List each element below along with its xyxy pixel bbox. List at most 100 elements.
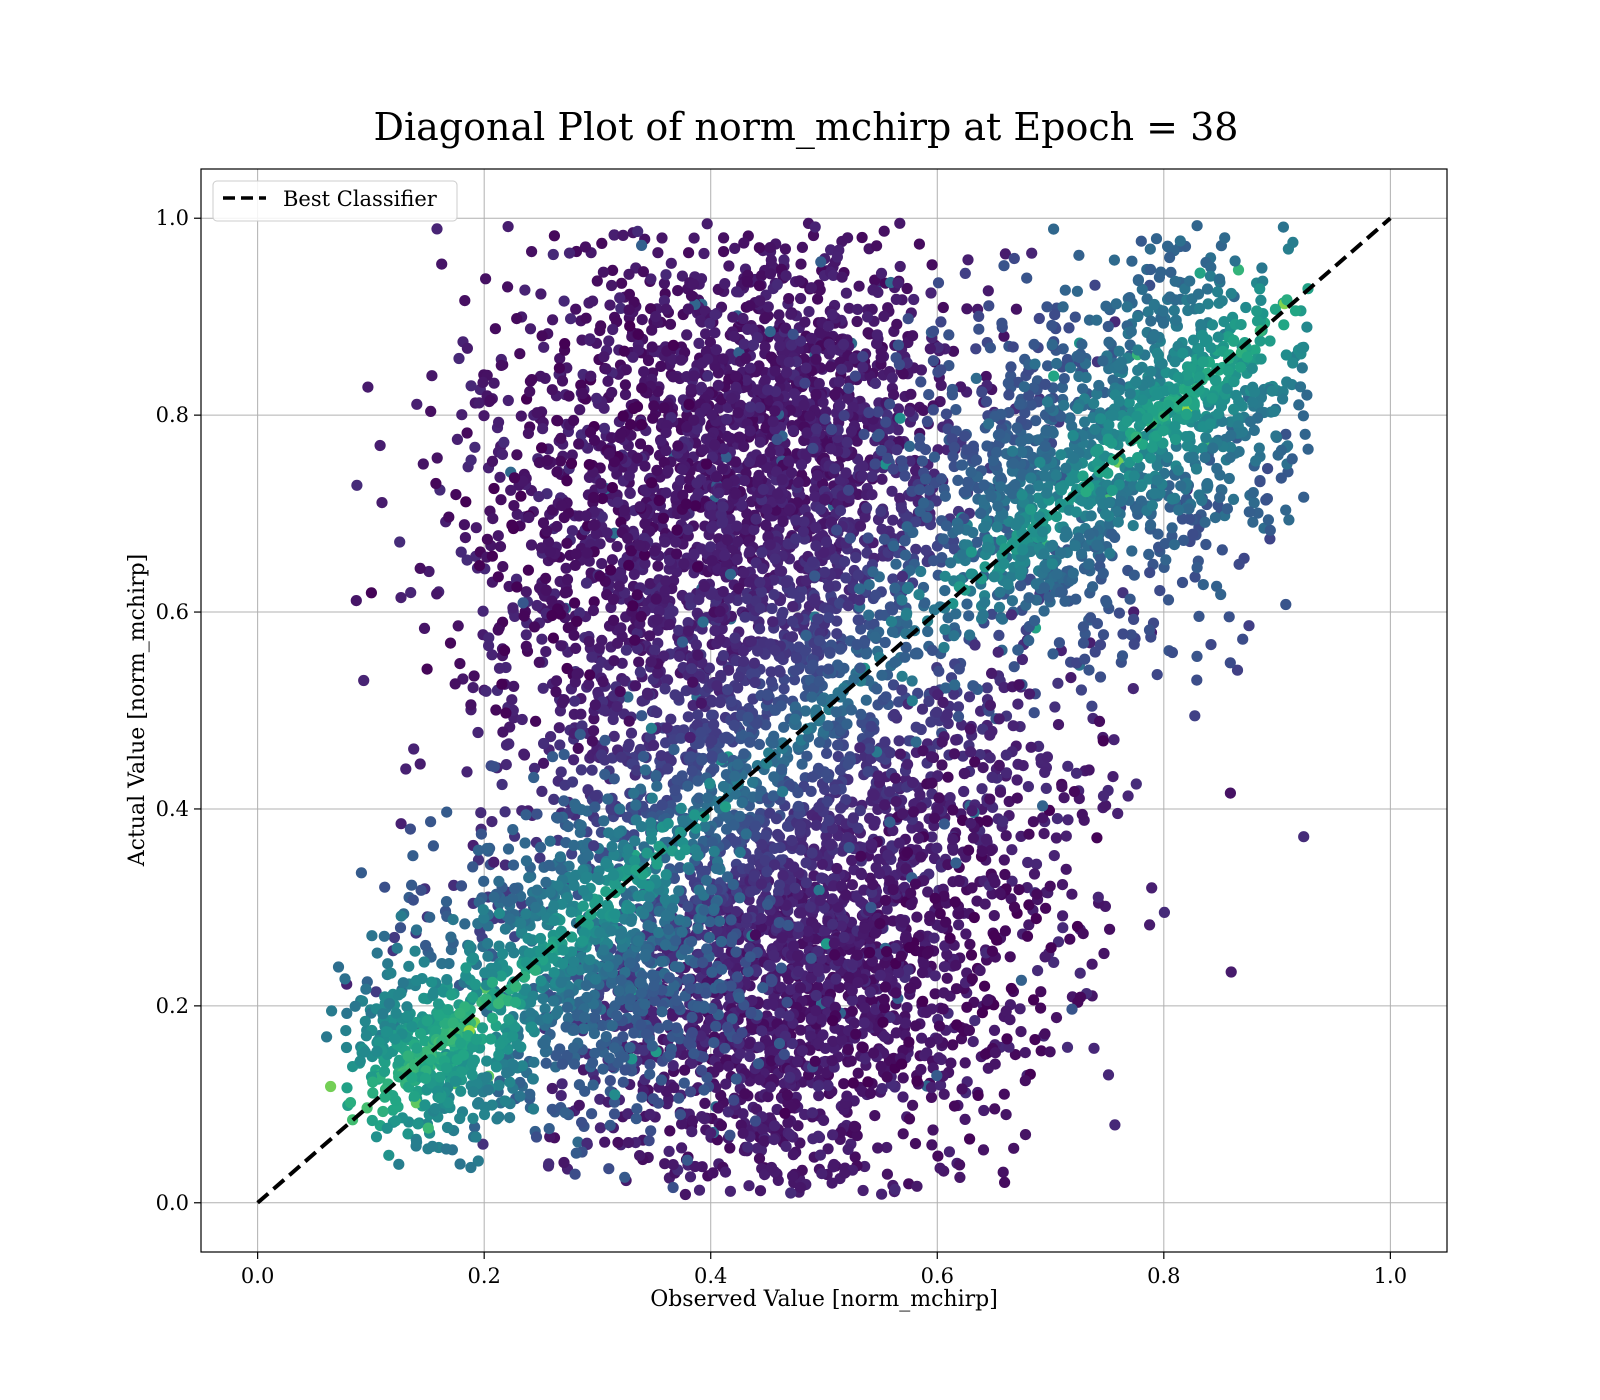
scatter-point xyxy=(860,648,872,660)
scatter-point xyxy=(408,743,420,755)
scatter-point xyxy=(431,588,443,600)
scatter-point xyxy=(785,308,797,320)
scatter-point xyxy=(845,1055,857,1067)
scatter-point xyxy=(493,416,505,428)
scatter-point xyxy=(731,520,743,532)
scatter-point xyxy=(789,713,801,725)
scatter-point xyxy=(773,831,786,843)
scatter-point xyxy=(948,1100,961,1112)
scatter-point xyxy=(866,489,878,501)
scatter-point xyxy=(810,819,822,831)
scatter-point xyxy=(892,277,904,289)
scatter-point xyxy=(580,312,592,324)
scatter-point xyxy=(724,1185,737,1197)
scatter-point xyxy=(698,1113,710,1125)
scatter-point xyxy=(624,487,636,499)
scatter-point xyxy=(753,738,766,751)
scatter-point xyxy=(767,616,779,628)
scatter-point xyxy=(784,1071,796,1083)
scatter-point xyxy=(910,543,922,555)
scatter-point xyxy=(717,353,729,365)
scatter-point xyxy=(614,292,626,304)
scatter-point xyxy=(783,455,795,467)
scatter-point xyxy=(676,1142,688,1154)
scatter-point xyxy=(1144,919,1156,931)
scatter-point xyxy=(777,515,789,528)
scatter-point xyxy=(750,513,762,525)
scatter-point xyxy=(788,388,800,400)
scatter-point xyxy=(634,438,647,450)
scatter-point xyxy=(840,572,852,584)
scatter-point xyxy=(725,393,738,405)
scatter-point xyxy=(506,694,518,706)
scatter-point xyxy=(636,314,648,326)
scatter-point xyxy=(821,747,833,760)
scatter-point xyxy=(536,785,548,798)
scatter-point xyxy=(738,566,750,579)
scatter-point xyxy=(698,247,710,260)
scatter-point xyxy=(841,436,853,448)
scatter-points xyxy=(321,217,1314,1201)
scatter-point xyxy=(1102,1069,1115,1081)
scatter-point xyxy=(1112,807,1124,820)
scatter-point xyxy=(669,689,681,701)
scatter-point xyxy=(769,405,781,417)
scatter-point xyxy=(874,969,887,981)
scatter-point xyxy=(762,1091,774,1103)
scatter-point xyxy=(967,1036,979,1048)
scatter-point xyxy=(813,801,825,813)
scatter-point xyxy=(664,318,677,330)
scatter-point xyxy=(845,704,858,716)
scatter-point xyxy=(555,1090,567,1102)
scatter-point xyxy=(819,566,831,579)
scatter-point xyxy=(1010,303,1023,315)
scatter-point xyxy=(546,1082,558,1095)
scatter-point xyxy=(792,965,805,978)
scatter-point xyxy=(731,553,743,566)
scatter-point xyxy=(798,399,810,411)
scatter-point xyxy=(652,624,664,637)
scatter-point xyxy=(764,539,776,551)
scatter-point xyxy=(835,802,847,814)
scatter-point xyxy=(770,813,783,825)
scatter-point xyxy=(673,650,686,663)
scatter-point xyxy=(550,675,563,687)
scatter-point xyxy=(771,278,783,291)
scatter-point xyxy=(566,776,579,788)
scatter-point xyxy=(431,223,443,235)
scatter-point xyxy=(768,1134,780,1146)
scatter-point xyxy=(953,663,965,675)
scatter-point xyxy=(495,359,507,371)
scatter-point xyxy=(933,1052,945,1064)
scatter-point xyxy=(826,1177,838,1189)
scatter-point xyxy=(879,736,891,748)
scatter-point xyxy=(902,964,914,976)
scatter-point xyxy=(772,488,784,500)
scatter-point xyxy=(470,522,482,534)
scatter-point xyxy=(825,244,837,256)
scatter-point xyxy=(1086,958,1098,970)
scatter-point xyxy=(819,493,831,505)
scatter-point xyxy=(756,839,768,851)
scatter-point xyxy=(738,440,750,453)
scatter-point xyxy=(456,409,468,421)
scatter-point xyxy=(786,631,799,643)
scatter-point xyxy=(870,589,882,601)
scatter-point xyxy=(764,394,776,406)
scatter-point xyxy=(805,332,817,344)
scatter-point xyxy=(623,268,635,280)
scatter-point xyxy=(759,374,771,386)
scatter-point xyxy=(810,344,822,356)
scatter-point xyxy=(782,1117,794,1129)
scatter-point xyxy=(760,519,772,531)
scatter-point xyxy=(739,611,751,623)
scatter-point xyxy=(710,344,723,356)
scatter-point xyxy=(1015,1026,1027,1038)
scatter-point xyxy=(790,652,803,664)
scatter-point xyxy=(1065,672,1077,684)
scatter-point xyxy=(607,264,619,276)
scatter-point xyxy=(717,586,729,598)
scatter-point xyxy=(897,916,909,928)
scatter-point xyxy=(709,327,721,339)
scatter-point xyxy=(717,752,729,764)
